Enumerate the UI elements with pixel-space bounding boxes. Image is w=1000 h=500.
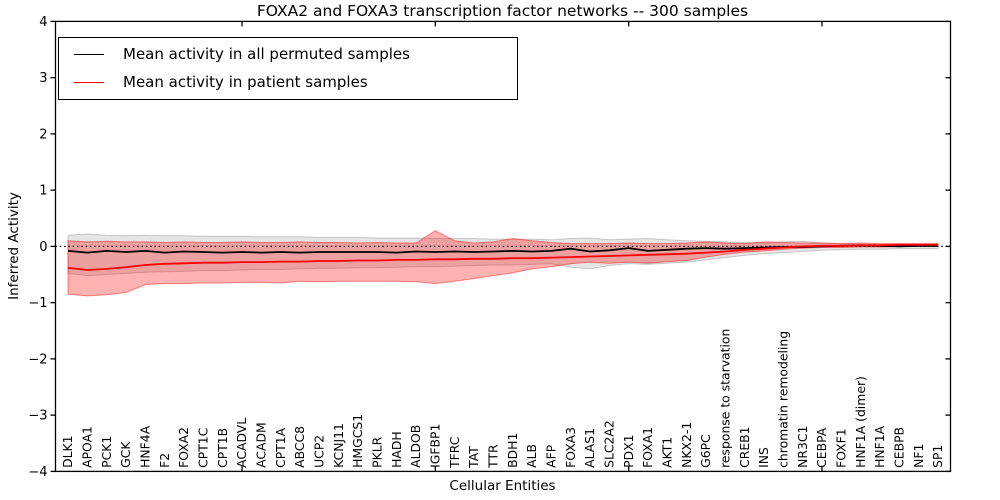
x-category-label: HADH — [389, 431, 404, 468]
x-category-label: BDH1 — [505, 433, 520, 468]
x-category-label: CPT1B — [215, 428, 230, 468]
x-category-label: PDX1 — [621, 435, 636, 468]
x-category-label: ALAS1 — [582, 428, 597, 468]
y-tick-label: −4 — [28, 465, 47, 480]
y-tick-label: −1 — [28, 296, 47, 311]
x-category-label: HNF1A (dimer) — [853, 376, 868, 468]
x-category-label: DLK1 — [60, 435, 75, 467]
x-category-label: AKT1 — [660, 437, 675, 468]
x-axis-label: Cellular Entities — [449, 478, 556, 494]
x-category-label: chromatin remodeling — [776, 331, 791, 468]
x-category-label: FOXA3 — [563, 427, 578, 468]
x-category-label: G6PC — [698, 434, 713, 468]
y-tick-label: 2 — [39, 127, 47, 142]
y-tick-label: 0 — [39, 240, 47, 255]
x-category-label: GCK — [118, 441, 133, 468]
legend-label-patient: Mean activity in patient samples — [123, 73, 368, 91]
x-category-label: FOXF1 — [834, 428, 849, 468]
x-category-label: ALDOB — [408, 425, 423, 468]
patient-mean-line — [67, 243, 938, 271]
y-tick-label: 1 — [39, 184, 47, 199]
x-category-label: TTR — [486, 444, 501, 469]
x-category-label: F2 — [157, 453, 172, 468]
x-category-label: SP1 — [930, 445, 945, 468]
x-category-label: SLC2A2 — [602, 420, 617, 468]
x-category-label: ACADM — [254, 422, 269, 468]
x-category-label: ABCC8 — [292, 426, 307, 468]
x-category-label: response to starvation — [718, 329, 733, 468]
x-category-label: UCP2 — [312, 435, 327, 468]
permuted-confidence-band — [67, 233, 939, 277]
y-tick-label: 3 — [39, 71, 47, 86]
legend-label-permuted: Mean activity in all permuted samples — [123, 45, 410, 63]
y-tick-label: −2 — [28, 352, 47, 367]
x-category-label: NF1 — [911, 444, 926, 468]
x-category-label: CREB1 — [737, 426, 752, 467]
x-category-label: INS — [756, 447, 771, 468]
x-category-label: CPT1C — [196, 428, 211, 468]
x-category-label: HNF1A — [872, 425, 887, 468]
x-category-label: FOXA2 — [176, 427, 191, 468]
x-category-label: PKLR — [370, 436, 385, 468]
x-category-label: TAT — [466, 446, 481, 469]
x-category-label: APOA1 — [80, 426, 95, 468]
x-category-label: CPT1A — [273, 427, 288, 468]
x-category-label: KCNJ11 — [331, 423, 346, 468]
x-category-label: PCK1 — [99, 436, 114, 468]
y-tick-label: 4 — [39, 15, 47, 30]
legend-item-permuted: Mean activity in all permuted samples — [59, 40, 517, 68]
y-tick-label: −3 — [28, 409, 47, 424]
permuted-line-swatch-icon — [74, 53, 104, 55]
x-category-label: CEBPA — [814, 427, 829, 468]
x-category-label: HMGCS1 — [350, 414, 365, 468]
legend: Mean activity in all permuted samples Me… — [58, 37, 518, 100]
x-category-label: IGFBP1 — [428, 424, 443, 468]
x-category-label: HNF4A — [138, 425, 153, 468]
patient-line-swatch-icon — [74, 81, 104, 83]
legend-item-patient: Mean activity in patient samples — [59, 68, 517, 96]
x-category-label: ACADVL — [234, 418, 249, 468]
chart-title: FOXA2 and FOXA3 transcription factor net… — [256, 2, 749, 20]
y-axis-label: Inferred Activity — [6, 192, 22, 300]
x-category-label: NKX2-1 — [679, 422, 694, 468]
x-category-label: ALB — [524, 444, 539, 468]
x-category-label: NR3C1 — [795, 426, 810, 468]
x-category-label: TFRC — [447, 437, 462, 469]
x-category-label: AFP — [544, 444, 559, 468]
x-category-label: FOXA1 — [640, 427, 655, 468]
x-category-label: CEBPB — [892, 427, 907, 468]
